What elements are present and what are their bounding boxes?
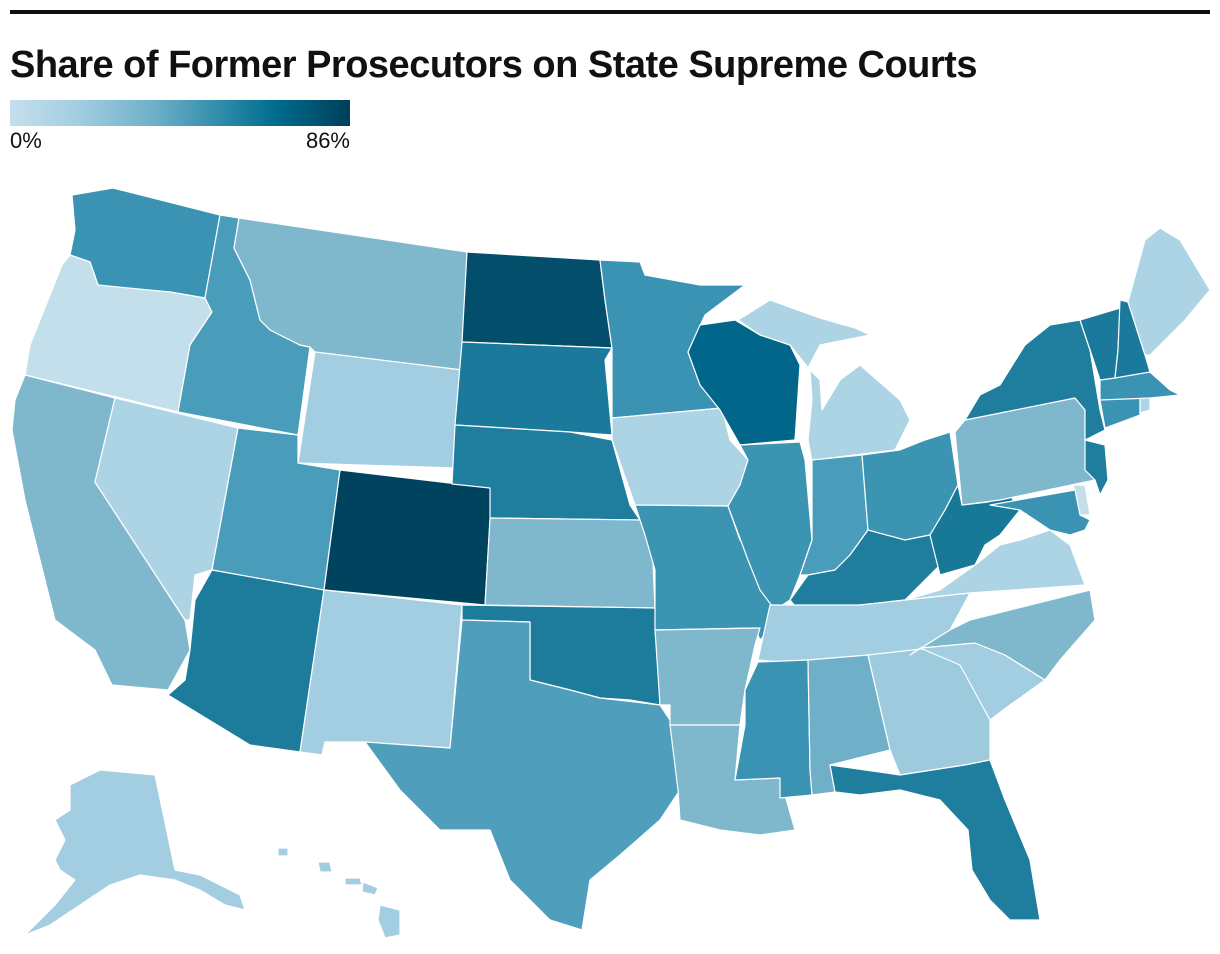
state-AK[interactable]: AK: 14% — [24, 769, 246, 936]
state-NC[interactable]: NC: 25% — [909, 589, 1096, 681]
legend-min-label: 0% — [10, 128, 42, 153]
legend-gradient-bar — [10, 100, 350, 126]
state-SD[interactable]: SD: 60% — [454, 341, 613, 436]
state-NJ[interactable]: NJ: 57% — [1084, 439, 1109, 496]
state-NM[interactable]: NM: 14% — [299, 589, 463, 756]
state-ME[interactable]: ME: 10% — [1127, 227, 1211, 356]
color-legend: 0% 86% — [10, 100, 350, 154]
state-FL[interactable]: FL: 57% — [829, 759, 1041, 921]
state-LA[interactable]: LA: 25% — [669, 724, 796, 836]
legend-labels: 0% 86% — [10, 128, 350, 154]
state-WY[interactable]: WY: 14% — [297, 351, 463, 469]
state-MD[interactable]: MD: 50% — [989, 489, 1091, 536]
state-TX[interactable]: TX: 44% — [364, 619, 681, 931]
state-AR[interactable]: AR: 25% — [654, 627, 761, 726]
state-ND[interactable]: ND: 80% — [461, 251, 613, 349]
state-HI[interactable]: HI: 14% — [277, 847, 401, 939]
chart-title: Share of Former Prosecutors on State Sup… — [10, 44, 977, 86]
top-rule — [10, 10, 1210, 14]
state-KS[interactable]: KS: 25% — [484, 517, 656, 609]
legend-max-label: 86% — [305, 128, 350, 153]
state-CO[interactable]: CO: 86% — [323, 469, 493, 606]
state-MI[interactable]: MI: 10% — [737, 299, 911, 463]
